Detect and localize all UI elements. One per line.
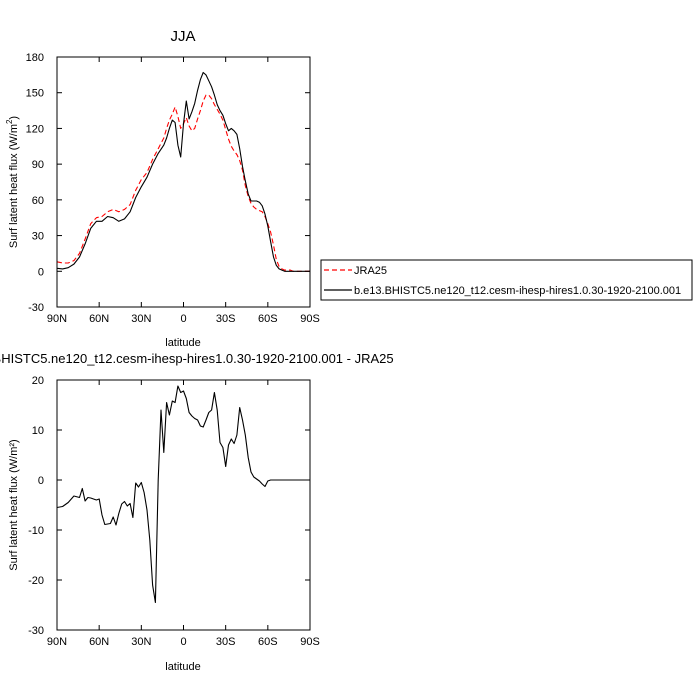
bottom-axis-ticks: 90N 60N 30N 0 30S 60S 90S -30 -20 -10 0 10 20 xyxy=(28,375,320,648)
top-panel: JJA Surf latent heat flux (W/m2) latitud… xyxy=(5,28,320,349)
top-y-tick-label: 90 xyxy=(32,159,44,171)
bottom-x-tick-label: 60S xyxy=(258,636,278,648)
top-y-tick-label: -30 xyxy=(28,302,44,314)
bottom-plot-frame xyxy=(56,379,311,631)
bottom-x-tick-label: 0 xyxy=(180,636,186,648)
bottom-x-tick-label: 30N xyxy=(131,636,151,648)
top-panel-title: JJA xyxy=(170,28,195,45)
top-x-axis-label: latitude xyxy=(165,337,200,349)
top-x-tick-label: 90S xyxy=(300,313,320,325)
top-y-tick-label: 180 xyxy=(26,52,44,64)
bottom-y-tick-label: -20 xyxy=(28,575,44,587)
bottom-y-tick-label: 0 xyxy=(38,475,44,487)
legend-box xyxy=(320,259,693,301)
top-axis-ticks: 90N 60N 30N 0 30S 60S 90S -30 0 30 60 90 120 150 180 xyxy=(26,52,320,325)
top-x-tick-label: 90N xyxy=(47,313,67,325)
top-y-tick-label: 30 xyxy=(32,231,44,243)
top-y-tick-label: 120 xyxy=(26,123,44,135)
top-plot-frame xyxy=(56,56,311,308)
bottom-y-tick-label: 10 xyxy=(32,425,44,437)
bottom-y-tick-label: 20 xyxy=(32,375,44,387)
top-x-tick-label: 60N xyxy=(89,313,109,325)
top-x-tick-label: 60S xyxy=(258,313,278,325)
bottom-x-axis-label: latitude xyxy=(165,661,200,673)
legend-label-model: b.e13.BHISTC5.ne120_t12.cesm-ihesp-hires… xyxy=(354,285,681,297)
legend-label-jra25: JRA25 xyxy=(354,265,387,277)
bottom-x-tick-label: 30S xyxy=(216,636,236,648)
bottom-x-tick-label: 60N xyxy=(89,636,109,648)
bottom-x-tick-label: 90N xyxy=(47,636,67,648)
bottom-plot-lines xyxy=(56,385,310,604)
top-plot-lines xyxy=(56,71,310,272)
bottom-y-tick-label: -10 xyxy=(28,525,44,537)
top-series-line-1 xyxy=(56,71,310,272)
top-x-tick-label: 0 xyxy=(180,313,186,325)
bottom-series-line-0 xyxy=(56,385,310,604)
top-y-tick-label: 150 xyxy=(26,88,44,100)
legend: JRA25 b.e13.BHISTC5.ne120_t12.cesm-ihesp… xyxy=(320,259,693,301)
bottom-y-tick-label: -30 xyxy=(28,625,44,637)
top-y-tick-label: 60 xyxy=(32,195,44,207)
top-x-tick-label: 30N xyxy=(131,313,151,325)
bottom-panel-title: b.e13.BHISTC5.ne120_t12.cesm-ihesp-hires… xyxy=(0,351,394,366)
top-x-tick-label: 30S xyxy=(216,313,236,325)
top-y-axis-label: Surf latent heat flux (W/m2) xyxy=(5,116,20,248)
bottom-x-tick-label: 90S xyxy=(300,636,320,648)
top-series-line-0 xyxy=(56,94,310,272)
bottom-panel: b.e13.BHISTC5.ne120_t12.cesm-ihesp-hires… xyxy=(0,351,394,673)
bottom-y-axis-label: Surf latent heat flux (W/m²) xyxy=(8,439,20,570)
top-y-tick-label: 0 xyxy=(38,266,44,278)
